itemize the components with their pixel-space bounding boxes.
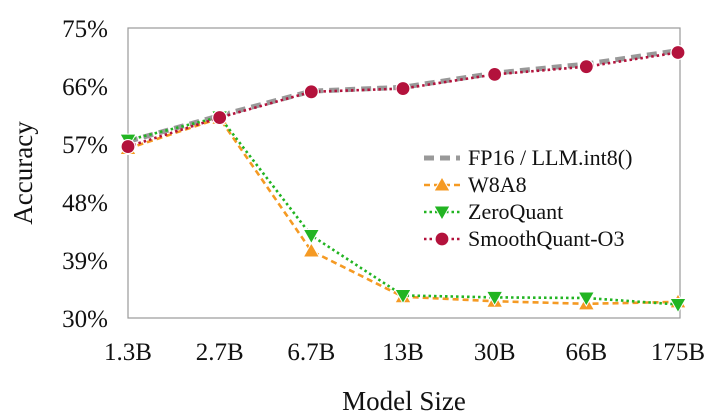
legend-swatch-marker bbox=[433, 205, 451, 222]
data-point-marker bbox=[578, 59, 594, 75]
y-tick-label: 57% bbox=[62, 132, 108, 159]
data-point-marker bbox=[303, 84, 319, 100]
legend: FP16 / LLM.int8()W8A8ZeroQuantSmoothQuan… bbox=[424, 145, 632, 251]
y-tick-label: 75% bbox=[62, 16, 108, 43]
y-tick-label: 30% bbox=[62, 306, 108, 333]
y-tick-label: 66% bbox=[62, 74, 108, 101]
legend-label: SmoothQuant-O3 bbox=[468, 226, 624, 251]
x-tick-label: 66B bbox=[565, 339, 607, 366]
y-tick-label: 39% bbox=[62, 248, 108, 275]
x-tick-label: 30B bbox=[474, 339, 516, 366]
legend-label: ZeroQuant bbox=[468, 199, 563, 224]
legend-label: W8A8 bbox=[468, 172, 527, 197]
series-3 bbox=[120, 44, 686, 155]
data-point-marker bbox=[302, 241, 321, 258]
data-point-marker bbox=[487, 66, 503, 83]
data-point-marker bbox=[670, 44, 686, 61]
legend-label: FP16 / LLM.int8() bbox=[468, 145, 632, 170]
data-point-marker bbox=[302, 229, 321, 245]
series-layer bbox=[119, 44, 687, 314]
data-point-marker bbox=[485, 290, 504, 307]
data-point-marker bbox=[212, 109, 228, 126]
x-tick-label: 2.7B bbox=[196, 339, 244, 366]
x-axis-ticks: 1.3B 2.7B 6.7B 13B 30B 66B 175B bbox=[104, 339, 705, 366]
data-point-marker bbox=[577, 291, 596, 308]
x-tick-label: 6.7B bbox=[287, 339, 335, 366]
data-point-marker bbox=[120, 138, 136, 155]
x-tick-label: 1.3B bbox=[104, 339, 152, 366]
x-axis-title: Model Size bbox=[342, 386, 466, 416]
y-axis-ticks: 30% 39% 48% 57% 66% 75% bbox=[62, 16, 108, 333]
plot-border bbox=[127, 27, 681, 319]
x-tick-label: 175B bbox=[651, 339, 705, 366]
data-point-marker bbox=[395, 80, 411, 97]
y-tick-label: 48% bbox=[62, 190, 108, 217]
data-point-marker bbox=[394, 288, 412, 305]
plot-frame bbox=[127, 27, 681, 319]
data-point-marker bbox=[669, 297, 687, 314]
x-tick-label: 13B bbox=[382, 339, 424, 366]
y-axis-title: Accuracy bbox=[8, 121, 38, 225]
legend-swatch-marker bbox=[433, 175, 451, 192]
legend-swatch-marker bbox=[434, 231, 450, 247]
